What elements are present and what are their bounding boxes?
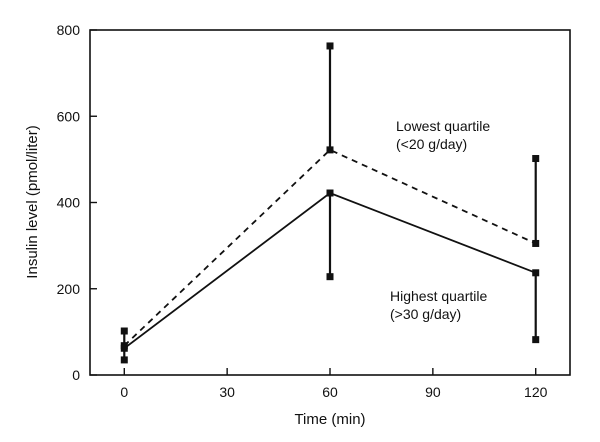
y-tick-label-400: 400 xyxy=(57,195,81,211)
marker-highest-quartile-120-0 xyxy=(532,336,540,344)
annotation-highest-quartile: Highest quartile (>30 g/day) xyxy=(390,288,491,322)
marker-lowest-quartile-0-1 xyxy=(120,327,128,335)
annotation-lowest-quartile: Lowest quartile (<20 g/day) xyxy=(396,118,494,152)
marker-lowest-quartile-120-0 xyxy=(532,239,540,247)
marker-highest-quartile-120-1 xyxy=(532,269,540,277)
marker-highest-quartile-60-0 xyxy=(326,273,334,281)
marker-highest-quartile-0-0 xyxy=(120,356,128,364)
annotation-highest-quartile-line2: (>30 g/day) xyxy=(390,306,461,322)
annotation-lowest-quartile-line1: Lowest quartile xyxy=(396,118,490,134)
data-markers xyxy=(120,42,540,364)
x-tick-label-60: 60 xyxy=(322,384,338,400)
y-axis-title: Insulin level (pmol/liter) xyxy=(24,125,41,278)
axis-ticks: 0 30 60 90 120 0 200 400 600 800 xyxy=(57,22,548,400)
annotation-highest-quartile-line1: Highest quartile xyxy=(390,288,487,304)
annotation-lowest-quartile-line2: (<20 g/day) xyxy=(396,136,467,152)
error-bars xyxy=(123,45,537,360)
marker-highest-quartile-60-1 xyxy=(326,189,334,197)
y-tick-label-0: 0 xyxy=(72,367,80,383)
x-tick-label-90: 90 xyxy=(425,384,441,400)
marker-lowest-quartile-60-1 xyxy=(326,42,334,50)
y-tick-label-800: 800 xyxy=(57,22,81,38)
marker-highest-quartile-0-1 xyxy=(120,344,128,352)
y-tick-label-600: 600 xyxy=(57,108,81,124)
x-tick-label-30: 30 xyxy=(219,384,235,400)
y-tick-label-200: 200 xyxy=(57,281,81,297)
x-tick-label-0: 0 xyxy=(120,384,128,400)
x-axis-title: Time (min) xyxy=(294,411,365,428)
marker-lowest-quartile-120-1 xyxy=(532,155,540,163)
marker-lowest-quartile-60-0 xyxy=(326,146,334,154)
x-tick-label-120: 120 xyxy=(524,384,548,400)
series-line-lowest-quartile xyxy=(123,148,537,347)
